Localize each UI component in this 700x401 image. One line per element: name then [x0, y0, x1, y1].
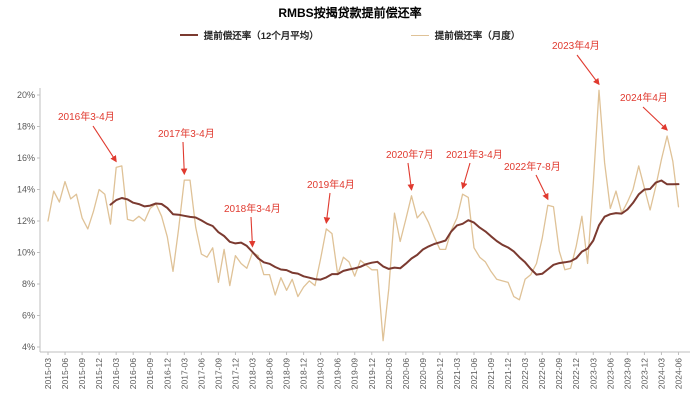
x-tick-label: 2020-09	[418, 358, 428, 389]
y-tick-label: 16%	[17, 153, 35, 163]
x-tick-label: 2023-12	[639, 358, 649, 389]
series-line-avg	[109, 179, 680, 281]
x-tick-label: 2019-12	[367, 358, 377, 389]
x-tick-label: 2017-06	[196, 358, 206, 389]
x-tick-label: 2021-06	[469, 358, 479, 389]
annotation-arrow	[248, 216, 256, 248]
x-tick-label: 2016-03	[111, 358, 121, 389]
x-tick-label: 2022-06	[537, 358, 547, 389]
legend-line-avg-icon	[179, 34, 198, 36]
x-tick-label: 2024-06	[673, 358, 683, 389]
x-tick-label: 2021-03	[452, 358, 462, 389]
annotation-label: 2017年3-4月	[158, 127, 215, 140]
annotation-label: 2021年3-4月	[446, 148, 503, 161]
x-tick-label: 2020-12	[435, 358, 445, 389]
annotation-arrow	[407, 162, 415, 191]
legend-label-avg: 提前偿还率（12个月平均）	[203, 31, 319, 42]
x-tick-label: 2022-09	[554, 358, 564, 389]
x-tick-label: 2016-09	[145, 358, 155, 389]
x-tick-label: 2015-06	[60, 358, 70, 389]
series-line-monthly	[47, 89, 680, 342]
legend-item-monthly: 提前偿还率（月度）	[410, 28, 521, 42]
chart-title: RMBS按揭贷款提前偿还率	[278, 6, 422, 20]
x-tick-label: 2021-12	[503, 358, 513, 389]
annotation-arrow	[642, 106, 668, 131]
y-tick-label: 10%	[17, 248, 35, 258]
annotation-arrow	[180, 141, 188, 176]
x-tick-label: 2022-12	[571, 358, 581, 389]
x-tick-label: 2015-03	[43, 358, 53, 389]
annotation-label: 2023年4月	[552, 39, 600, 52]
legend-label-monthly: 提前偿还率（月度）	[434, 31, 521, 42]
x-tick-label: 2020-06	[401, 358, 411, 389]
x-tick-label: 2023-06	[605, 358, 615, 389]
annotation-arrow	[92, 125, 117, 163]
x-tick-label: 2019-09	[350, 358, 360, 389]
x-tick-label: 2023-03	[588, 358, 598, 389]
x-tick-label: 2018-03	[247, 358, 257, 389]
x-tick-label: 2023-09	[622, 358, 632, 389]
annotation-arrow	[576, 54, 600, 86]
x-tick-label: 2018-12	[299, 358, 309, 389]
x-tick-label: 2021-09	[486, 358, 496, 389]
x-tick-label: 2015-09	[77, 358, 87, 389]
legend: 提前偿还率（12个月平均） 提前偿还率（月度）	[0, 28, 700, 42]
x-tick-label: 2019-03	[316, 358, 326, 389]
y-tick-label: 12%	[17, 216, 35, 226]
x-tick-label: 2018-06	[265, 358, 275, 389]
y-tick-label: 4%	[22, 342, 35, 352]
x-tick-label: 2019-06	[333, 358, 343, 389]
annotation-arrow	[461, 162, 471, 190]
annotation-label: 2016年3-4月	[58, 110, 115, 123]
annotation-label: 2022年7-8月	[504, 160, 561, 173]
legend-item-avg: 提前偿还率（12个月平均）	[179, 28, 319, 42]
annotation-arrow	[323, 192, 331, 224]
annotation-arrow	[535, 174, 549, 201]
y-tick-label: 20%	[17, 90, 35, 100]
y-tick-label: 6%	[22, 311, 35, 321]
x-tick-label: 2022-03	[520, 358, 530, 389]
y-tick-label: 14%	[17, 185, 35, 195]
y-tick-label: 8%	[22, 279, 35, 289]
x-tick-label: 2015-12	[94, 358, 104, 389]
annotation-label: 2019年4月	[307, 178, 355, 191]
x-tick-label: 2017-12	[230, 358, 240, 389]
x-tick-label: 2024-03	[656, 358, 666, 389]
y-tick-label: 18%	[17, 122, 35, 132]
x-tick-label: 2017-03	[179, 358, 189, 389]
annotation-label: 2024年4月	[620, 91, 668, 104]
x-tick-label: 2018-09	[282, 358, 292, 389]
annotation-label: 2018年3-4月	[224, 202, 281, 215]
x-tick-label: 2020-03	[384, 358, 394, 389]
annotation-label: 2020年7月	[386, 148, 434, 161]
legend-line-monthly-icon	[410, 34, 429, 36]
x-tick-label: 2016-12	[162, 358, 172, 389]
x-tick-label: 2016-06	[128, 358, 138, 389]
x-tick-label: 2017-09	[213, 358, 223, 389]
